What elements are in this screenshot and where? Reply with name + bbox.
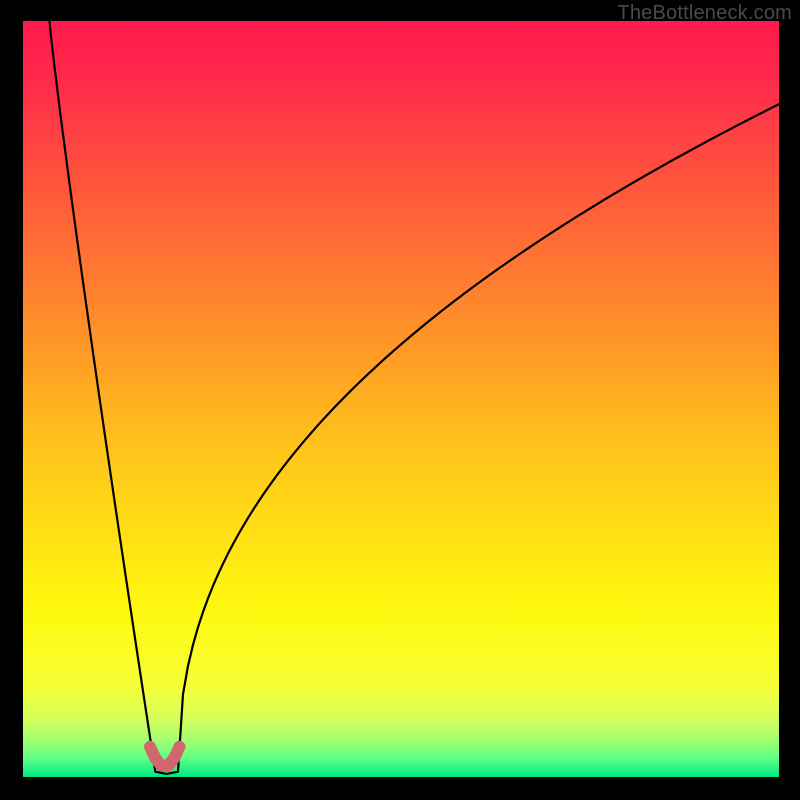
chart-canvas: TheBottleneck.com bbox=[0, 0, 800, 800]
bottleneck-curve-chart bbox=[0, 0, 800, 800]
watermark-text: TheBottleneck.com bbox=[617, 2, 792, 25]
plot-background bbox=[23, 21, 779, 777]
